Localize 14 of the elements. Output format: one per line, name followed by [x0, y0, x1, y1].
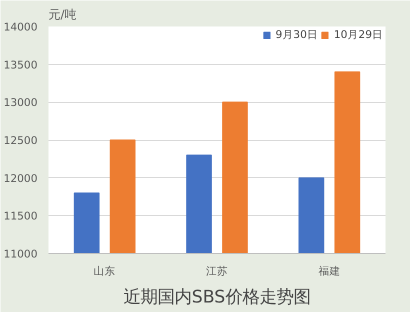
legend-label: 10月29日	[334, 28, 383, 42]
x-tick-label: 江苏	[206, 264, 228, 278]
y-tick-label: 11500	[4, 210, 38, 223]
legend-label: 9月30日	[276, 28, 318, 42]
y-axis-title: 元/吨	[48, 8, 77, 22]
y-tick-label: 13500	[4, 58, 38, 72]
text: 近期国内SBS价格走势图	[124, 288, 310, 308]
x-tick-label: 福建	[318, 264, 340, 278]
x-tick-label: 山东	[94, 264, 116, 278]
y-tick-label: 12000	[4, 172, 38, 185]
y-tick-label: 11000	[4, 248, 38, 260]
y-tick-label: 13000	[4, 96, 38, 110]
y-tick-label: 12500	[4, 134, 38, 147]
y-tick-label: 14000	[4, 20, 38, 34]
